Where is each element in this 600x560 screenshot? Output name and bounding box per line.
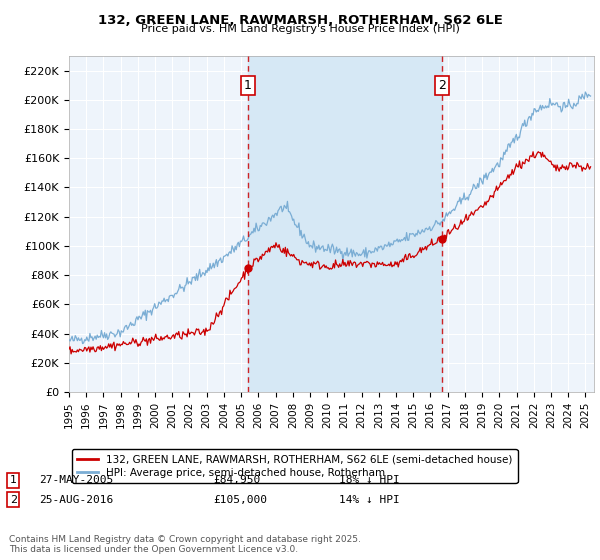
Text: 25-AUG-2016: 25-AUG-2016 (39, 494, 113, 505)
Text: 1: 1 (244, 79, 252, 92)
Text: 27-MAY-2005: 27-MAY-2005 (39, 475, 113, 486)
Text: 2: 2 (438, 79, 446, 92)
Text: £105,000: £105,000 (213, 494, 267, 505)
Text: £84,950: £84,950 (213, 475, 260, 486)
Text: 1: 1 (10, 475, 17, 486)
Text: Contains HM Land Registry data © Crown copyright and database right 2025.
This d: Contains HM Land Registry data © Crown c… (9, 535, 361, 554)
Text: 2: 2 (10, 494, 17, 505)
Text: 132, GREEN LANE, RAWMARSH, ROTHERHAM, S62 6LE: 132, GREEN LANE, RAWMARSH, ROTHERHAM, S6… (98, 14, 502, 27)
Text: 14% ↓ HPI: 14% ↓ HPI (339, 494, 400, 505)
Bar (248, 56, 442, 392)
Text: 18% ↓ HPI: 18% ↓ HPI (339, 475, 400, 486)
Legend: 132, GREEN LANE, RAWMARSH, ROTHERHAM, S62 6LE (semi-detached house), HPI: Averag: 132, GREEN LANE, RAWMARSH, ROTHERHAM, S6… (71, 449, 518, 483)
Text: Price paid vs. HM Land Registry's House Price Index (HPI): Price paid vs. HM Land Registry's House … (140, 24, 460, 34)
